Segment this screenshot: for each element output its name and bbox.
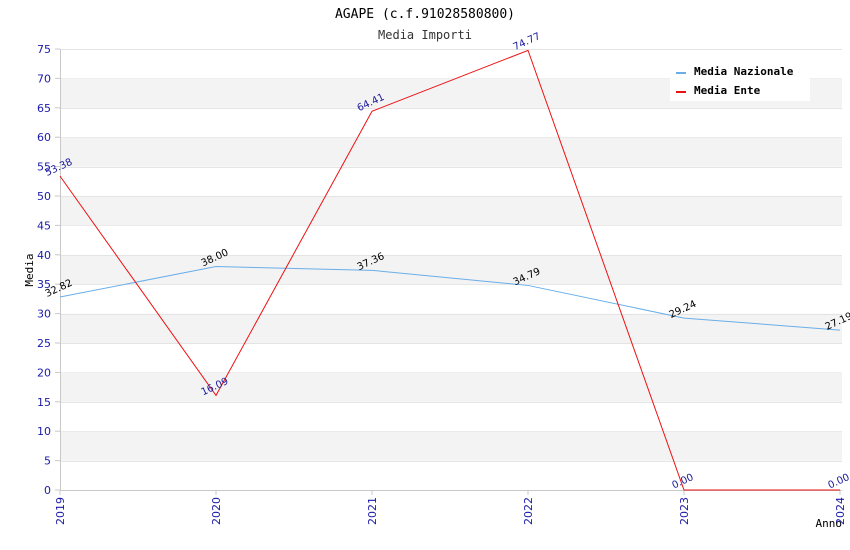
grid-band <box>60 313 842 343</box>
legend-label-media-nazionale: Media Nazionale <box>694 65 794 78</box>
grid-band <box>60 460 842 490</box>
x-tick-label: 2024 <box>834 497 847 525</box>
grid-band <box>60 166 842 196</box>
chart-title: AGAPE (c.f.91028580800) <box>335 7 515 22</box>
y-axis-ticks: 0 5 10 15 20 25 30 35 40 45 50 55 60 65 70 75 <box>37 43 60 497</box>
x-tick-label: 2023 <box>678 497 691 525</box>
legend-label-media-ente: Media Ente <box>694 84 761 97</box>
series-line <box>59 49 840 491</box>
x-axis-label: Anno <box>816 517 843 530</box>
y-tick-label: 5 <box>44 455 51 468</box>
y-tick-label: 0 <box>44 484 51 497</box>
grid-band <box>60 137 842 167</box>
grid-band <box>60 196 842 226</box>
x-tick-label: 2019 <box>54 497 67 525</box>
series-line <box>59 266 841 331</box>
legend-box <box>670 59 810 101</box>
grid-band <box>60 343 842 373</box>
grid-band <box>60 372 842 402</box>
grid-band <box>60 284 842 314</box>
y-tick-label: 60 <box>37 131 51 144</box>
grid-bands <box>60 49 842 490</box>
y-tick-label: 30 <box>37 308 51 321</box>
y-tick-label: 45 <box>37 219 51 232</box>
y-tick-label: 50 <box>37 190 51 203</box>
x-tick-label: 2021 <box>366 497 379 525</box>
y-tick-label: 35 <box>37 278 51 291</box>
y-tick-label: 40 <box>37 249 51 262</box>
y-tick-label: 70 <box>37 72 51 85</box>
x-axis-ticks: 2019 2020 2021 2022 2023 2024 <box>54 490 847 525</box>
y-axis-label: Media <box>23 253 36 286</box>
x-tick-label: 2022 <box>522 497 535 525</box>
x-tick-label: 2020 <box>210 497 223 525</box>
chart-subtitle: Media Importi <box>378 28 472 42</box>
y-tick-label: 10 <box>37 425 51 438</box>
series-lines <box>59 49 841 491</box>
grid-band <box>60 107 842 138</box>
grid-band <box>60 401 842 432</box>
legend: Media Nazionale Media Ente <box>670 59 810 101</box>
y-tick-label: 25 <box>37 337 51 350</box>
y-tick-label: 20 <box>37 366 51 379</box>
grid-band <box>60 431 842 461</box>
y-tick-label: 15 <box>37 396 51 409</box>
grid-band <box>60 254 842 285</box>
y-tick-label: 75 <box>37 43 51 56</box>
y-tick-label: 55 <box>37 161 51 174</box>
grid-band <box>60 225 842 255</box>
y-tick-label: 65 <box>37 102 51 115</box>
